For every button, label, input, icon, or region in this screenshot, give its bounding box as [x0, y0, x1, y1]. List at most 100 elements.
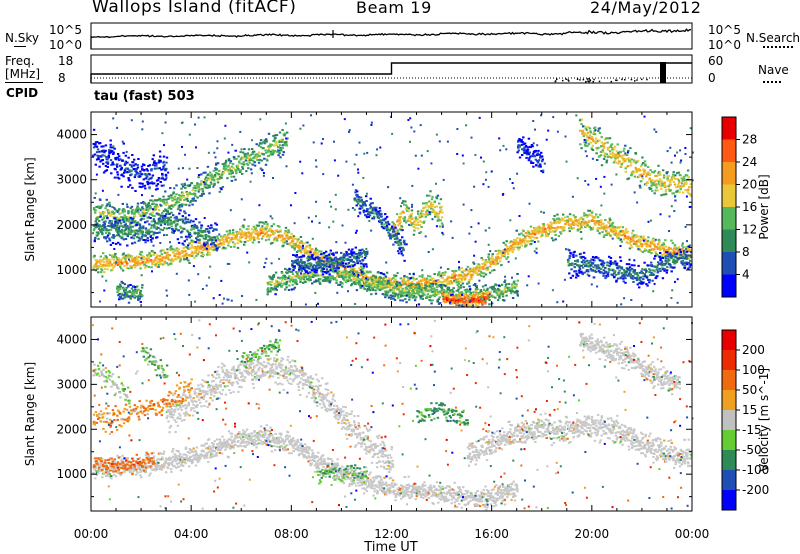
data-cell	[271, 153, 274, 156]
data-cell	[336, 259, 339, 262]
data-cell	[558, 218, 561, 221]
data-cell	[146, 254, 149, 257]
data-cell	[630, 246, 634, 249]
data-cell	[146, 169, 149, 172]
data-cell	[165, 167, 168, 170]
data-cell	[338, 283, 342, 286]
data-cell	[287, 289, 291, 291]
data-cell	[257, 238, 260, 241]
data-cell	[516, 290, 519, 293]
data-cell	[220, 235, 223, 238]
data-cell	[449, 280, 452, 283]
data-cell	[188, 184, 192, 187]
data-cell	[460, 277, 463, 280]
data-cell	[277, 230, 280, 233]
data-cell	[111, 206, 114, 209]
data-cell	[209, 247, 213, 250]
data-cell	[127, 253, 130, 256]
data-cell	[109, 261, 112, 264]
data-cell	[118, 177, 121, 180]
data-cell	[370, 293, 373, 296]
data-cell	[125, 217, 129, 220]
data-cell	[438, 225, 442, 228]
data-cell	[593, 215, 597, 218]
data-cell	[435, 205, 439, 208]
data-cell	[481, 303, 484, 306]
data-cell	[121, 218, 124, 221]
data-cell	[415, 277, 418, 280]
data-cell	[407, 277, 410, 280]
data-cell	[440, 286, 444, 289]
data-cell	[290, 270, 294, 273]
data-cell	[524, 232, 528, 234]
data-cell	[135, 258, 139, 261]
data-cell	[329, 252, 332, 255]
data-cell	[592, 226, 595, 229]
data-cell	[407, 279, 410, 282]
data-cell	[147, 266, 151, 268]
data-cell	[566, 215, 569, 218]
data-cell	[181, 215, 184, 218]
data-cell	[404, 298, 407, 301]
data-cell	[634, 236, 637, 239]
data-cell	[240, 225, 244, 228]
data-cell	[433, 273, 436, 276]
data-cell	[177, 257, 180, 260]
data-cell	[156, 261, 160, 264]
data-cell	[303, 250, 306, 253]
data-cell	[114, 255, 117, 258]
data-cell	[265, 140, 268, 143]
data-cell	[157, 177, 161, 179]
data-cell	[237, 232, 240, 235]
data-cell	[590, 211, 594, 214]
data-cell	[168, 254, 172, 257]
data-cell	[216, 235, 219, 238]
data-cell	[184, 245, 188, 248]
data-cell	[291, 276, 294, 279]
data-cell	[175, 247, 179, 250]
data-cell	[545, 232, 549, 235]
data-cell	[406, 286, 409, 289]
data-cell	[434, 279, 438, 282]
data-cell	[172, 214, 175, 217]
data-cell	[183, 240, 186, 243]
data-cell	[506, 253, 510, 256]
data-cell	[293, 248, 296, 251]
data-cell	[430, 198, 434, 201]
data-cell	[184, 186, 187, 189]
data-cell	[383, 286, 387, 289]
data-cell	[407, 210, 410, 213]
data-cell	[226, 235, 229, 238]
data-cell	[380, 215, 383, 218]
data-cell	[437, 290, 440, 293]
data-cell	[506, 251, 509, 254]
data-cell	[123, 171, 126, 174]
data-cell	[384, 275, 388, 278]
data-cell	[433, 200, 436, 203]
data-cell	[401, 283, 405, 286]
data-cell	[485, 260, 488, 263]
noise-left-tick-bottom: 10^0	[49, 38, 82, 52]
data-cell	[371, 284, 374, 287]
data-cell	[511, 251, 514, 254]
data-cell	[436, 273, 440, 275]
data-cell	[472, 268, 475, 271]
data-cell	[121, 159, 124, 162]
data-cell	[282, 151, 285, 154]
data-cell	[424, 278, 427, 281]
data-cell	[143, 263, 146, 266]
data-cell	[175, 252, 179, 255]
data-cell	[340, 274, 344, 277]
data-cell	[456, 283, 459, 286]
data-cell	[112, 258, 115, 261]
data-cell	[528, 240, 531, 243]
data-cell	[555, 217, 559, 220]
data-cell	[399, 239, 402, 242]
data-cell	[102, 162, 105, 165]
data-cell	[137, 233, 140, 236]
data-cell	[517, 248, 520, 251]
data-cell	[273, 144, 276, 147]
data-cell	[399, 294, 402, 297]
data-cell	[370, 286, 374, 289]
data-cell	[152, 218, 156, 221]
